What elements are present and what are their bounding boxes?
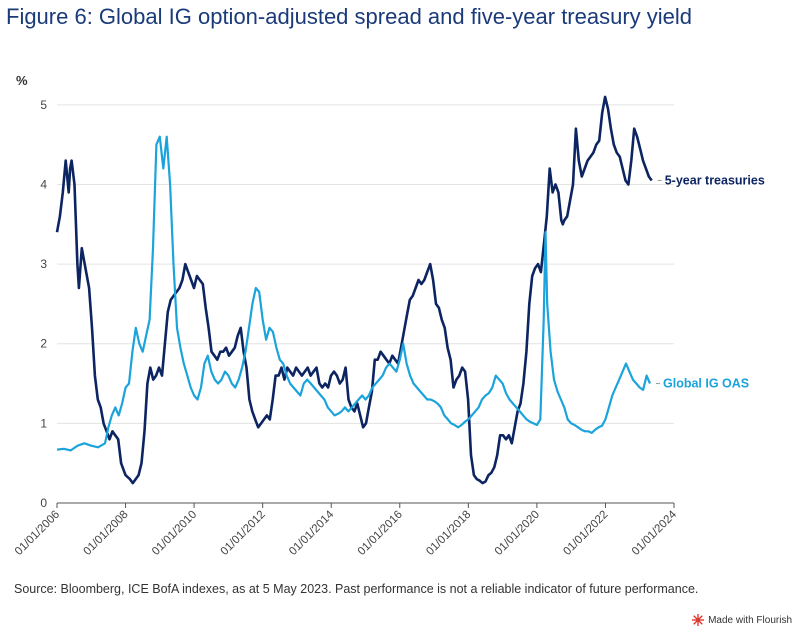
axes: % 0 1 2 3 4 5 01/01/2006 01/01/2008 01/01/2010 01/… bbox=[13, 73, 680, 558]
y-tick-label: 1 bbox=[40, 416, 47, 430]
chart-title: Figure 6: Global IG option-adjusted spre… bbox=[6, 4, 693, 29]
x-tick-label: 01/01/2024 bbox=[630, 508, 680, 558]
flourish-label: Made with Flourish bbox=[708, 614, 792, 626]
x-tick-label: 01/01/2022 bbox=[561, 509, 610, 558]
x-tick-label: 01/01/2014 bbox=[287, 508, 337, 558]
y-tick-label: 0 bbox=[40, 496, 47, 510]
series bbox=[55, 95, 653, 485]
flourish-credit[interactable]: Made with Flourish bbox=[692, 614, 792, 626]
y-tick-label: 3 bbox=[40, 257, 47, 271]
x-tick-label: 01/01/2006 bbox=[13, 509, 62, 558]
series-line-treasuries bbox=[55, 95, 653, 485]
x-tick-label: 01/01/2010 bbox=[150, 509, 199, 558]
series-line-ig-oas bbox=[56, 135, 652, 452]
series-label-treasuries: 5-year treasuries bbox=[665, 173, 765, 187]
x-tick-label: 01/01/2018 bbox=[424, 509, 473, 558]
series-labels: 5-year treasuries Global IG OAS bbox=[656, 173, 765, 391]
x-tick-label: 01/01/2016 bbox=[356, 509, 405, 558]
y-tick-label: 2 bbox=[40, 337, 47, 351]
y-tick-label: 5 bbox=[40, 98, 47, 112]
source-note: Source: Bloomberg, ICE BofA indexes, as … bbox=[14, 582, 699, 596]
y-axis-label: % bbox=[16, 73, 28, 88]
x-tick-label: 01/01/2012 bbox=[219, 509, 268, 558]
y-tick-label: 4 bbox=[40, 177, 47, 191]
x-tick-label: 01/01/2020 bbox=[493, 509, 542, 558]
flourish-star-icon bbox=[692, 614, 705, 626]
series-label-ig-oas: Global IG OAS bbox=[663, 377, 749, 391]
x-tick-label: 01/01/2008 bbox=[81, 509, 130, 558]
